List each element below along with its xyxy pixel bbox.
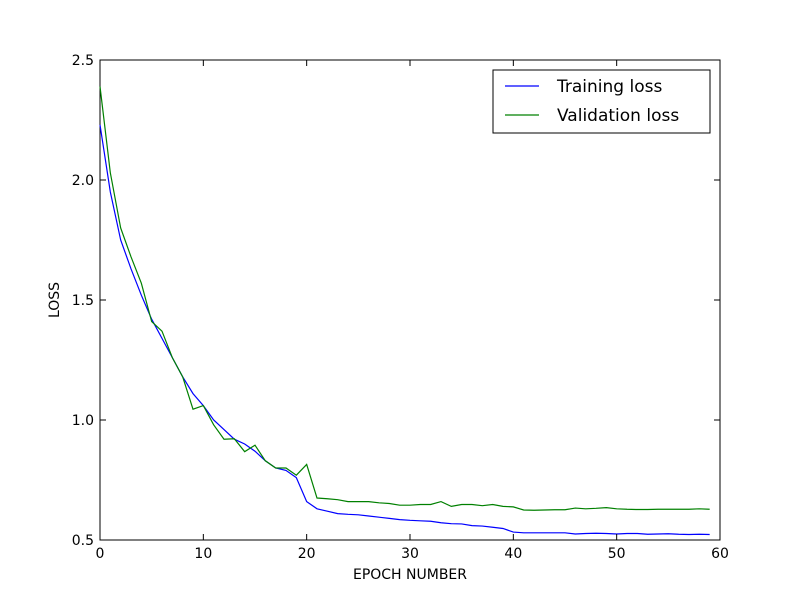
legend-label: Validation loss	[557, 106, 679, 126]
legend-box	[492, 69, 711, 134]
x-tick-label: 40	[504, 546, 522, 562]
x-tick-label: 10	[194, 546, 212, 562]
x-axis-label: EPOCH NUMBER	[353, 567, 467, 583]
y-tick-label: 1.5	[72, 293, 94, 309]
x-tick-label: 60	[711, 546, 729, 562]
legend-label: Training loss	[556, 77, 662, 97]
legend: Training loss Validation loss	[492, 69, 711, 134]
x-tick-label: 0	[96, 546, 105, 562]
y-tick-label: 2.5	[72, 53, 94, 69]
y-axis-label: LOSS	[47, 282, 63, 318]
y-tick-label: 0.5	[72, 533, 94, 549]
x-tick-label: 20	[298, 546, 316, 562]
series-line-validation-loss	[99, 86, 710, 511]
series-group	[99, 86, 710, 536]
series-line-training-loss	[99, 124, 710, 536]
x-tick-label: 30	[401, 546, 419, 562]
x-tick-label: 50	[608, 546, 626, 562]
ticks-group: 0 10 20 30 40 50 60 0.5 1.0 1.5 2.0 2.5	[72, 53, 729, 562]
y-tick-label: 1.0	[72, 413, 94, 429]
plot-area: 0 10 20 30 40 50 60 0.5 1.0 1.5 2.0 2.5	[72, 53, 729, 562]
y-tick-label: 2.0	[72, 173, 94, 189]
